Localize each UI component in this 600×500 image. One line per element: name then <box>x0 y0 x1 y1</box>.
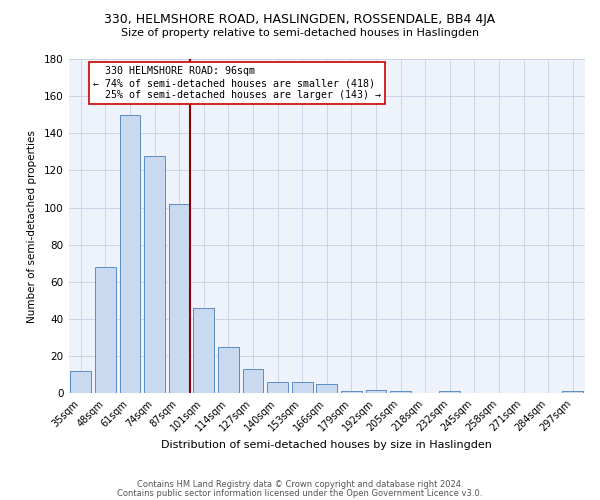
Text: 330 HELMSHORE ROAD: 96sqm
← 74% of semi-detached houses are smaller (418)
  25% : 330 HELMSHORE ROAD: 96sqm ← 74% of semi-… <box>93 66 381 100</box>
Text: Contains public sector information licensed under the Open Government Licence v3: Contains public sector information licen… <box>118 488 482 498</box>
Bar <box>341 392 362 394</box>
Y-axis label: Number of semi-detached properties: Number of semi-detached properties <box>27 130 37 322</box>
Bar <box>70 371 91 394</box>
Bar <box>218 347 239 394</box>
Bar <box>267 382 288 394</box>
X-axis label: Distribution of semi-detached houses by size in Haslingden: Distribution of semi-detached houses by … <box>161 440 492 450</box>
Bar <box>439 392 460 394</box>
Bar <box>365 390 386 394</box>
Text: 330, HELMSHORE ROAD, HASLINGDEN, ROSSENDALE, BB4 4JA: 330, HELMSHORE ROAD, HASLINGDEN, ROSSEND… <box>104 12 496 26</box>
Bar <box>144 156 165 394</box>
Bar <box>119 114 140 394</box>
Bar <box>292 382 313 394</box>
Text: Contains HM Land Registry data © Crown copyright and database right 2024.: Contains HM Land Registry data © Crown c… <box>137 480 463 489</box>
Bar <box>316 384 337 394</box>
Bar <box>390 392 411 394</box>
Bar <box>562 392 583 394</box>
Bar <box>193 308 214 394</box>
Text: Size of property relative to semi-detached houses in Haslingden: Size of property relative to semi-detach… <box>121 28 479 38</box>
Bar <box>95 267 116 394</box>
Bar <box>242 369 263 394</box>
Bar <box>169 204 190 394</box>
